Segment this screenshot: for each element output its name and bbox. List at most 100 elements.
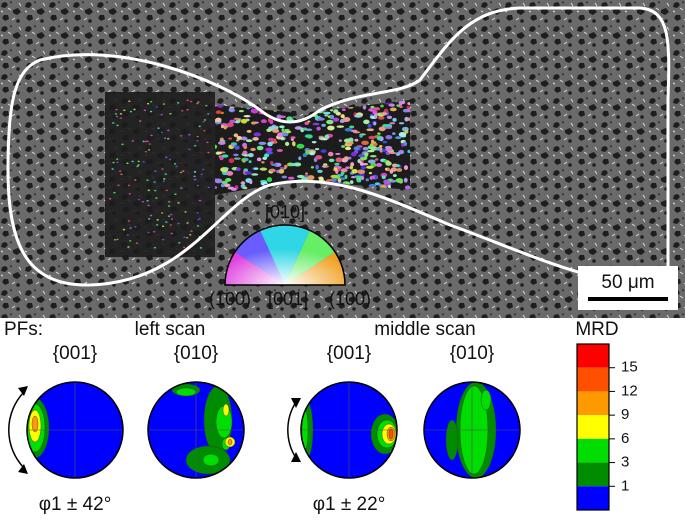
grain xyxy=(246,129,252,133)
grain xyxy=(395,178,404,183)
grain xyxy=(272,129,280,133)
grain xyxy=(243,115,251,118)
grain xyxy=(392,132,396,135)
grain xyxy=(220,125,225,129)
grain xyxy=(175,165,178,168)
grain xyxy=(250,108,259,114)
grain xyxy=(215,186,218,189)
colorbar: 15 12 9 6 3 1 xyxy=(576,343,638,511)
grain xyxy=(327,125,335,131)
grain xyxy=(385,134,393,140)
grain xyxy=(162,103,166,105)
grain xyxy=(353,131,361,134)
pole-density xyxy=(27,397,50,459)
grain xyxy=(335,152,341,155)
grain xyxy=(231,143,236,148)
grain xyxy=(198,217,201,220)
rotation-label: φ1 ± 22° xyxy=(313,494,386,515)
grain xyxy=(370,175,376,179)
grain xyxy=(372,107,381,111)
colorbar-title: MRD xyxy=(575,319,618,340)
scale-bar-box xyxy=(578,266,678,310)
grain xyxy=(401,143,405,147)
grain xyxy=(170,213,173,216)
grain xyxy=(333,165,341,168)
grain xyxy=(356,179,362,183)
grain xyxy=(315,155,323,160)
grain xyxy=(319,176,324,182)
grain xyxy=(388,178,393,182)
density-contour xyxy=(31,415,39,433)
grain xyxy=(163,137,167,140)
grain xyxy=(296,143,305,149)
grain xyxy=(174,193,177,196)
grain xyxy=(385,147,393,152)
grain xyxy=(143,109,147,112)
grain xyxy=(311,141,317,144)
grain xyxy=(341,145,346,148)
grain xyxy=(167,200,171,203)
grain xyxy=(398,101,403,106)
grain xyxy=(215,178,223,184)
grain xyxy=(161,168,164,170)
pole-figure-outline xyxy=(300,381,398,479)
grain xyxy=(320,149,327,153)
grain xyxy=(365,178,369,182)
grain xyxy=(324,134,330,140)
grain xyxy=(302,128,309,131)
grain xyxy=(367,123,372,128)
grain xyxy=(128,193,132,195)
grain xyxy=(278,115,286,119)
grain xyxy=(194,144,197,147)
grain xyxy=(161,238,165,241)
pole-figures xyxy=(26,381,521,479)
grain xyxy=(368,171,373,175)
grain xyxy=(150,134,153,137)
grain xyxy=(380,104,384,108)
grain xyxy=(141,200,145,203)
grain xyxy=(276,149,283,152)
grain xyxy=(167,137,170,140)
grain xyxy=(218,141,226,145)
grain xyxy=(121,143,124,146)
pf-title: {010} xyxy=(174,343,218,364)
grain xyxy=(290,138,295,141)
grain xyxy=(156,219,159,221)
grain xyxy=(395,152,401,156)
grain xyxy=(353,146,360,151)
grain xyxy=(193,178,197,181)
grain xyxy=(259,167,268,171)
grain xyxy=(148,143,151,145)
grain xyxy=(240,136,248,141)
grain xyxy=(182,170,185,172)
grain xyxy=(392,117,397,122)
key-center: [001] xyxy=(268,289,308,309)
grain xyxy=(185,236,189,239)
grain xyxy=(281,128,285,132)
grain xyxy=(266,151,273,155)
grain xyxy=(396,168,403,172)
grain xyxy=(115,115,119,118)
grain xyxy=(165,156,168,159)
grain xyxy=(348,156,352,160)
grain xyxy=(157,127,160,129)
grain xyxy=(382,148,387,153)
grain xyxy=(233,117,239,120)
grain xyxy=(122,228,126,231)
grain xyxy=(155,197,158,199)
grain xyxy=(376,147,381,151)
grain xyxy=(335,157,343,163)
grain xyxy=(153,246,157,249)
grain xyxy=(241,158,246,162)
grain xyxy=(406,108,410,113)
grain xyxy=(381,175,386,180)
grain xyxy=(118,170,122,172)
grain xyxy=(350,162,355,167)
grain xyxy=(248,160,252,164)
grain xyxy=(359,134,363,138)
grain xyxy=(258,141,267,145)
grain xyxy=(363,119,370,125)
grain xyxy=(169,224,173,226)
grain xyxy=(238,110,244,113)
